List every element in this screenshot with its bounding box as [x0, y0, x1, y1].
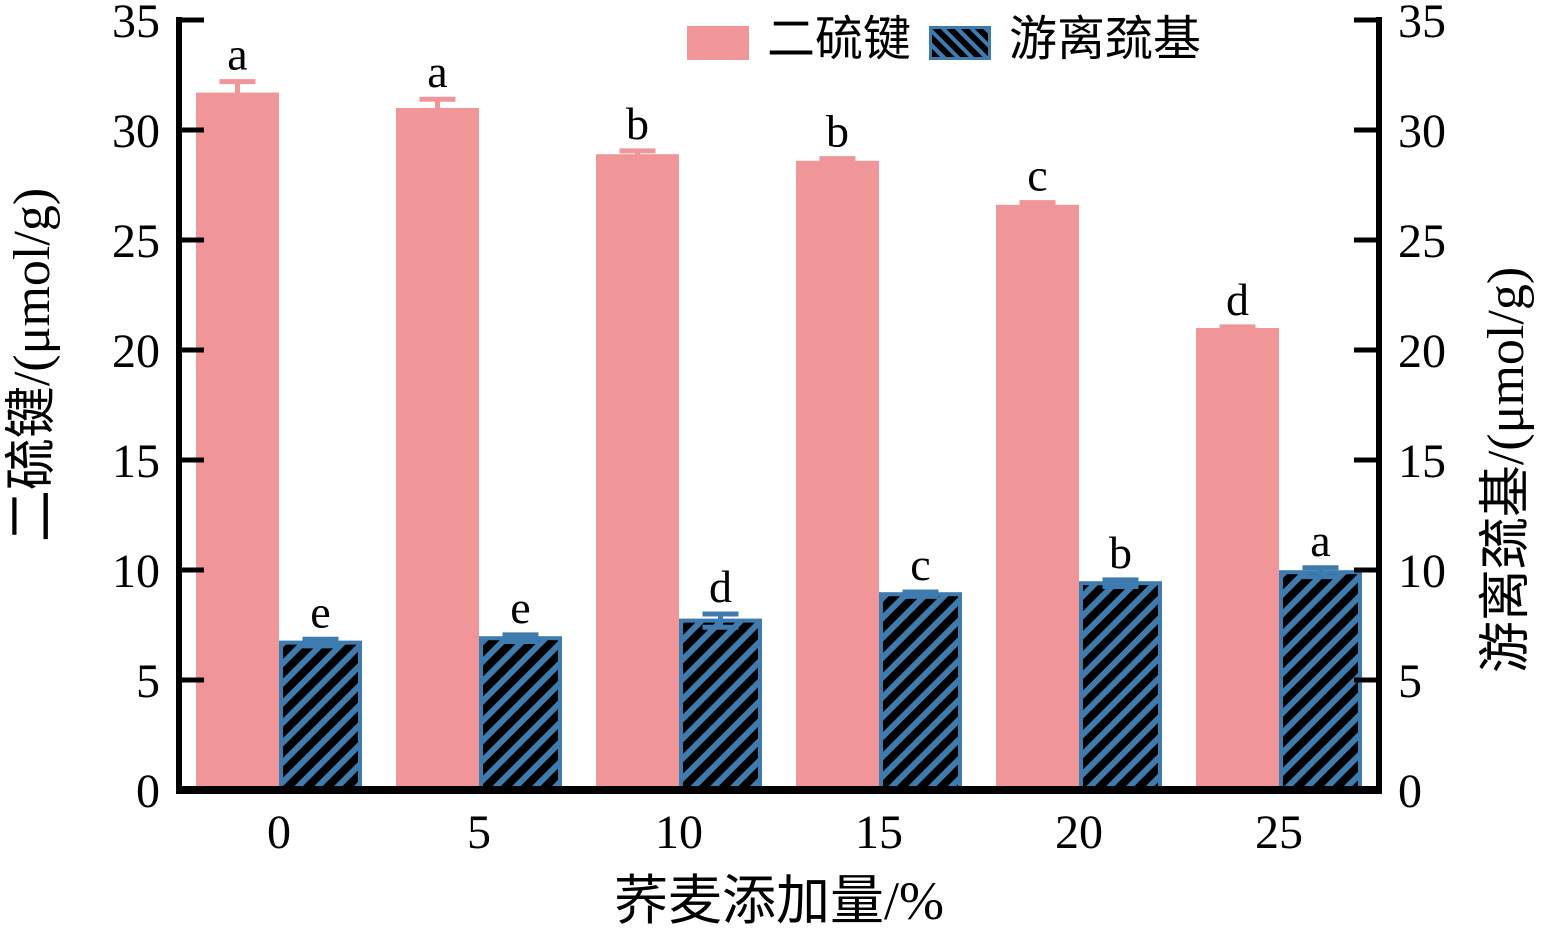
error-bar-disulfide-10	[619, 148, 656, 160]
sig-letter-disulfide-15: b	[826, 106, 849, 157]
sig-letter-disulfide-5: a	[427, 46, 447, 97]
legend-swatch-free-thiol	[929, 26, 992, 60]
y-tick-label-left-10: 10	[112, 545, 160, 598]
bar-free-thiol-5	[479, 636, 562, 793]
y-tick-label-right-20: 20	[1398, 325, 1446, 378]
bar-disulfide-10	[596, 154, 679, 790]
bar-disulfide-20	[996, 204, 1079, 791]
error-bar-disulfide-20	[1019, 200, 1056, 210]
sig-letter-free-thiol-15: c	[910, 539, 930, 590]
sig-letter-free-thiol-5: e	[510, 582, 530, 633]
axes	[176, 17, 1382, 794]
legend: 二硫键 游离巯基	[687, 16, 1201, 70]
legend-swatch-disulfide	[687, 26, 749, 60]
sig-letter-disulfide-20: c	[1027, 150, 1047, 201]
y-tick-label-right-5: 5	[1398, 655, 1422, 708]
error-bar-disulfide-5	[419, 96, 456, 120]
legend-label-disulfide: 二硫键	[767, 13, 912, 66]
bar-disulfide-25	[1196, 328, 1279, 790]
bar-free-thiol-25	[1279, 570, 1362, 793]
bar-free-thiol-20	[1079, 581, 1162, 793]
error-bar-free-thiol-20	[1102, 577, 1139, 589]
significance-letters: a e a e b d b c c b d a	[227, 29, 1330, 638]
y-tick-label-left-15: 15	[112, 435, 160, 488]
bar-disulfide-0	[196, 92, 279, 791]
legend-label-free-thiol: 游离巯基	[1009, 13, 1202, 66]
bar-free-thiol-0	[279, 640, 362, 792]
y-tick-label-right-15: 15	[1398, 435, 1446, 488]
error-bar-free-thiol-15	[902, 589, 939, 599]
error-bar-free-thiol-10	[702, 611, 739, 630]
y-tick-label-left-35: 35	[112, 0, 160, 48]
error-bars	[219, 79, 1339, 649]
bar-disulfide-5	[396, 108, 479, 790]
y-axis-title-left: 二硫键/(μmol/g)	[4, 187, 61, 543]
sig-letter-free-thiol-25: a	[1310, 515, 1330, 566]
sig-letter-free-thiol-20: b	[1109, 527, 1132, 578]
x-tick-label-10: 10	[655, 806, 703, 859]
y-tick-label-left-5: 5	[136, 655, 160, 708]
y-tick-label-right-35: 35	[1398, 0, 1446, 48]
x-tick-label-15: 15	[855, 806, 903, 859]
sig-letter-disulfide-25: d	[1226, 274, 1249, 325]
y-tick-label-right-0: 0	[1398, 765, 1422, 818]
x-tick-label-25: 25	[1255, 806, 1303, 859]
error-bar-disulfide-15	[819, 156, 856, 166]
y-axis-title-right: 游离巯基/(μmol/g)	[1478, 266, 1535, 674]
sig-letter-disulfide-0: a	[227, 29, 247, 80]
y-tick-label-right-10: 10	[1398, 545, 1446, 598]
error-bar-disulfide-0	[219, 79, 256, 107]
sig-letter-free-thiol-10: d	[709, 561, 732, 612]
x-tick-label-5: 5	[467, 806, 491, 859]
x-axis-title: 荞麦添加量/%	[614, 871, 944, 931]
sig-letter-free-thiol-0: e	[310, 586, 330, 637]
error-bar-free-thiol-5	[502, 632, 539, 644]
error-bar-free-thiol-0	[302, 636, 339, 649]
bar-disulfide-15	[796, 160, 879, 791]
x-tick-label-0: 0	[267, 806, 291, 859]
y-tick-label-left-25: 25	[112, 215, 160, 268]
bars	[196, 92, 1362, 793]
bar-free-thiol-10	[679, 618, 762, 792]
sig-letter-disulfide-10: b	[626, 98, 649, 149]
bar-free-thiol-15	[879, 592, 962, 793]
error-bar-disulfide-25	[1219, 324, 1256, 332]
x-tick-label-20: 20	[1055, 806, 1103, 859]
y-tick-label-right-25: 25	[1398, 215, 1446, 268]
y-tick-label-left-0: 0	[136, 765, 160, 818]
y-tick-label-left-30: 30	[112, 105, 160, 158]
error-bar-free-thiol-25	[1302, 565, 1339, 580]
y-tick-label-right-30: 30	[1398, 105, 1446, 158]
y-tick-label-left-20: 20	[112, 325, 160, 378]
tick-labels: 0 0 5 5 10 10 15 15 20 20 25 25 30 30 35 35 0 5 10 15 20 25	[112, 0, 1446, 859]
